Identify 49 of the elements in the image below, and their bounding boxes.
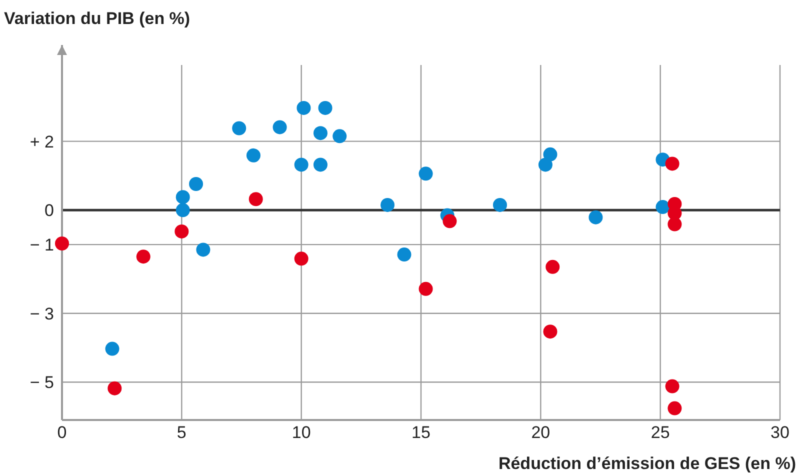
point bbox=[418, 166, 433, 181]
x-tick-label: 0 bbox=[57, 423, 67, 442]
x-tick-label: 15 bbox=[412, 423, 430, 442]
y-tick-label: + 2 bbox=[30, 132, 54, 152]
y-tick-label: 0 bbox=[44, 201, 54, 220]
y-axis-title: Variation du PIB (en %) bbox=[4, 9, 190, 28]
y-tick-label: − 5 bbox=[30, 373, 54, 392]
point bbox=[248, 192, 263, 206]
x-tick-label: 5 bbox=[176, 423, 186, 442]
point bbox=[588, 210, 603, 224]
x-tick-label: 10 bbox=[292, 423, 311, 442]
point bbox=[294, 252, 308, 266]
point bbox=[418, 282, 433, 296]
point bbox=[296, 100, 311, 115]
x-axis-title: Réduction d’émission de GES (en %) bbox=[498, 454, 796, 473]
point bbox=[232, 121, 246, 136]
point bbox=[656, 200, 670, 214]
point bbox=[294, 158, 308, 172]
point bbox=[442, 214, 457, 228]
x-tick-label: 25 bbox=[650, 423, 670, 442]
point bbox=[136, 250, 150, 264]
point bbox=[108, 381, 122, 396]
point bbox=[176, 190, 190, 204]
point bbox=[176, 203, 190, 218]
point bbox=[105, 342, 120, 356]
point bbox=[543, 324, 558, 339]
point bbox=[665, 379, 680, 394]
point bbox=[313, 126, 328, 140]
y-tick-label: − 1 bbox=[30, 236, 54, 255]
point bbox=[665, 156, 680, 171]
point bbox=[272, 120, 287, 134]
point bbox=[55, 236, 69, 251]
point bbox=[332, 129, 347, 144]
x-tick-label: 30 bbox=[770, 423, 790, 442]
point bbox=[196, 242, 210, 257]
point bbox=[246, 148, 260, 162]
point bbox=[543, 147, 558, 162]
point bbox=[492, 198, 507, 212]
point bbox=[174, 224, 189, 238]
point bbox=[313, 158, 328, 172]
x-tick-label: 20 bbox=[531, 423, 550, 442]
y-tick-label: − 3 bbox=[30, 304, 54, 324]
point bbox=[668, 217, 682, 232]
point bbox=[318, 100, 332, 115]
point bbox=[397, 248, 412, 262]
point bbox=[546, 260, 560, 274]
point bbox=[189, 176, 204, 191]
point bbox=[668, 401, 682, 416]
point bbox=[380, 198, 394, 212]
